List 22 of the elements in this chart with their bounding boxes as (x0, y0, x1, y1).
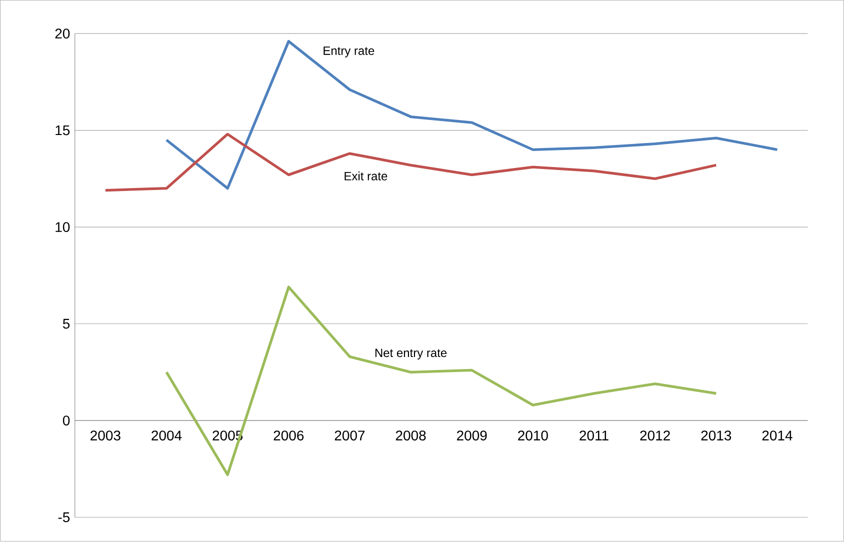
y-tick-label: 10 (56, 222, 70, 232)
x-tick-label: 2004 (152, 430, 182, 441)
y-tick-label: 0 (62, 416, 70, 426)
x-tick-label: 2003 (90, 430, 120, 441)
line-series (165, 40, 779, 190)
y-tick-label: 20 (55, 28, 70, 39)
series-label: Exit rate (344, 172, 388, 181)
x-tick-label: 2009 (457, 430, 487, 441)
series-label: Net entry rate (375, 348, 447, 360)
y-tick-label: 15 (56, 126, 70, 136)
x-tick-label: 2006 (274, 430, 304, 441)
x-tick-label: 2010 (518, 430, 548, 441)
x-tick-label: 2014 (762, 430, 792, 441)
series-label: Entry rate (324, 46, 374, 58)
x-tick-label: 2012 (640, 430, 670, 441)
x-tick-label: 2011 (580, 430, 608, 441)
y-tick-label: 5 (62, 319, 70, 329)
y-tick-label: -5 (58, 512, 70, 522)
x-tick-label: 2008 (396, 430, 426, 441)
x-tick-label: 2013 (701, 430, 732, 441)
x-tick-label: 2007 (334, 430, 365, 441)
line-series (104, 133, 718, 192)
